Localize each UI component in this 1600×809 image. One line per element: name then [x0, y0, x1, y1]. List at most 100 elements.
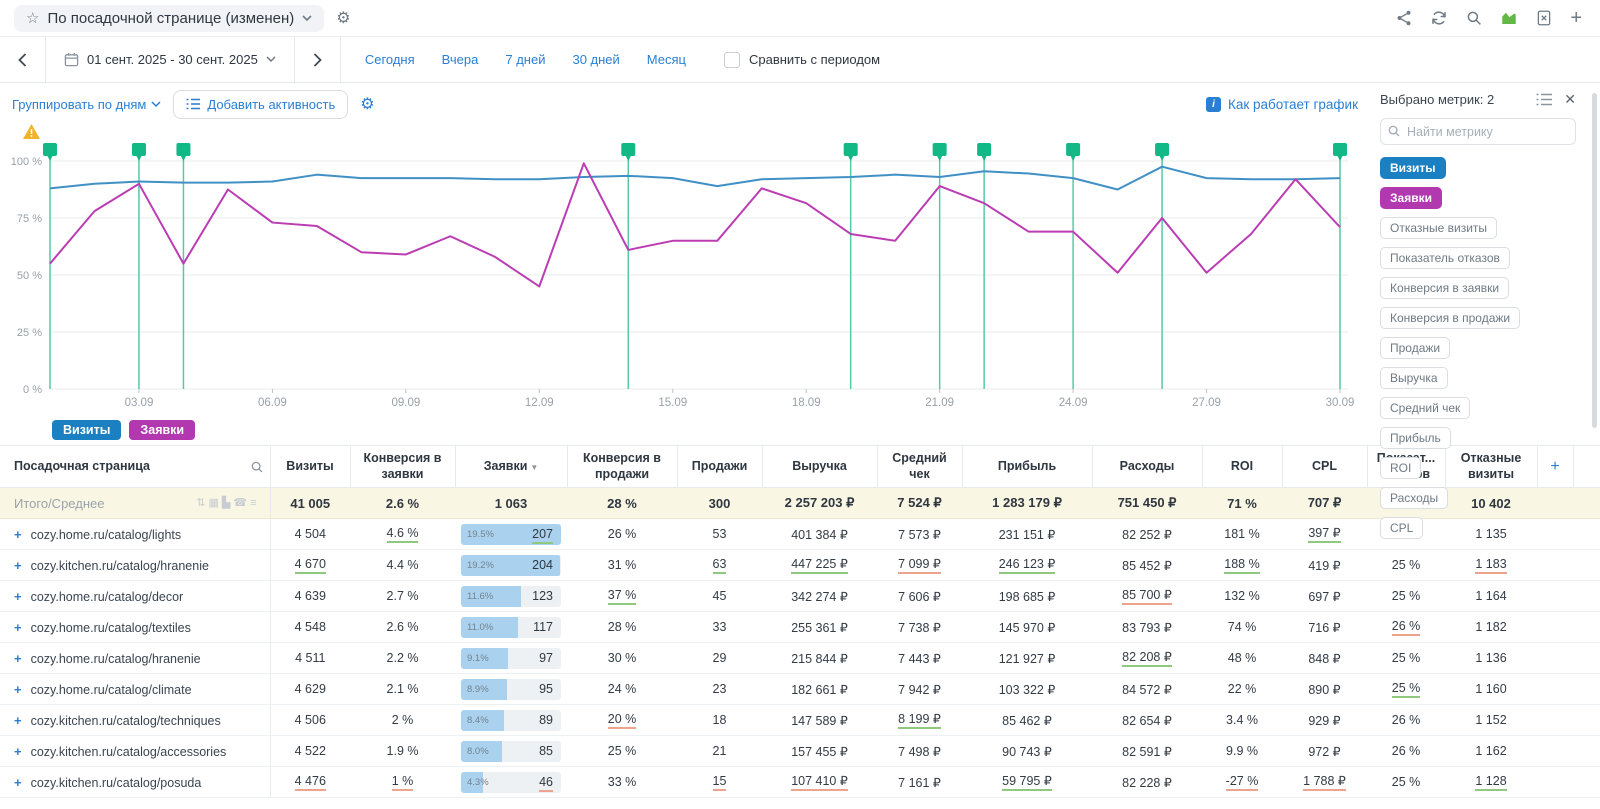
cell-value[interactable]: 59 795 ₽ — [1002, 773, 1052, 791]
refresh-icon[interactable] — [1430, 9, 1448, 27]
landing-page-cell[interactable]: +cozy.kitchen.ru/catalog/techniques — [0, 705, 270, 736]
excel-export-icon[interactable] — [1535, 9, 1553, 27]
grid-icon[interactable]: ▦ — [209, 497, 222, 509]
cell-value[interactable]: 25 % — [1392, 681, 1421, 698]
column-header-7[interactable]: Средний чек — [877, 446, 962, 488]
cell-value[interactable]: -27 % — [1226, 774, 1259, 791]
cell-value[interactable]: 1 % — [392, 774, 414, 791]
prev-period-button[interactable] — [0, 37, 46, 82]
next-period-button[interactable] — [295, 37, 341, 82]
cell-value[interactable]: 85 700 ₽ — [1122, 587, 1172, 605]
landing-page-url[interactable]: cozy.home.ru/catalog/climate — [31, 683, 192, 697]
landing-page-url[interactable]: cozy.kitchen.ru/catalog/accessories — [31, 745, 227, 759]
metric-chip-12[interactable]: CPL — [1380, 517, 1423, 539]
cell-value[interactable]: 82 208 ₽ — [1122, 649, 1172, 667]
event-marker[interactable] — [132, 143, 146, 156]
cell-value[interactable]: 107 410 ₽ — [791, 773, 848, 791]
landing-page-url[interactable]: cozy.home.ru/catalog/decor — [31, 590, 184, 604]
landing-page-cell[interactable]: + cozy.home.ru/catalog/textiles — [0, 612, 270, 643]
cell-value[interactable]: 188 % — [1224, 557, 1259, 574]
metric-chip-8[interactable]: Средний чек — [1380, 397, 1470, 419]
report-settings-gear-icon[interactable]: ⚙ — [336, 8, 350, 28]
list-icon[interactable]: ≡ — [250, 497, 259, 509]
group-by-dropdown[interactable]: Группировать по дням — [12, 97, 161, 112]
expand-row-icon[interactable]: + — [14, 682, 22, 697]
metric-chip-4[interactable]: Конверсия в заявки — [1380, 277, 1509, 299]
cell-value[interactable]: 1 183 — [1475, 557, 1506, 574]
date-range-selector[interactable]: 01 сент. 2025 - 30 сент. 2025 — [46, 37, 295, 82]
add-report-icon[interactable]: + — [1570, 9, 1582, 27]
metric-chip-11[interactable]: Расходы — [1380, 487, 1448, 509]
metric-chip-3[interactable]: Показатель отказов — [1380, 247, 1510, 269]
column-header-0[interactable]: Посадочная страница — [0, 446, 270, 488]
expand-row-icon[interactable]: + — [14, 713, 22, 728]
chart-icon[interactable]: ▙ — [222, 497, 233, 509]
search-icon[interactable] — [1465, 9, 1483, 27]
cell-value[interactable]: 63 — [713, 557, 727, 574]
close-panel-icon[interactable]: ✕ — [1564, 91, 1576, 108]
expand-row-icon[interactable]: + — [14, 775, 22, 790]
quick-link-4[interactable]: Месяц — [647, 52, 686, 67]
landing-page-url[interactable]: cozy.kitchen.ru/catalog/hranenie — [31, 559, 209, 573]
panel-scrollbar[interactable] — [1592, 93, 1597, 428]
landing-page-cell[interactable]: +cozy.home.ru/catalog/hranenie — [0, 643, 270, 674]
cell-value[interactable]: 7 099 ₽ — [898, 556, 941, 574]
event-marker[interactable] — [977, 143, 991, 156]
add-activity-button[interactable]: Добавить активность — [173, 90, 348, 119]
metrics-list-icon[interactable] — [1536, 93, 1552, 106]
event-marker[interactable] — [1066, 143, 1080, 156]
chart-view-icon[interactable] — [1500, 9, 1518, 27]
event-marker[interactable] — [43, 143, 57, 156]
compare-period-checkbox[interactable] — [724, 52, 740, 68]
cell-value[interactable]: 26 % — [1392, 619, 1421, 636]
cell-value[interactable]: 37 % — [608, 588, 637, 605]
cell-value[interactable]: 397 ₽ — [1308, 525, 1340, 543]
landing-page-cell[interactable]: +cozy.kitchen.ru/catalog/hranenie — [0, 550, 270, 581]
event-marker[interactable] — [844, 143, 858, 156]
cell-value[interactable]: 1 788 ₽ — [1303, 773, 1346, 791]
metric-chip-10[interactable]: ROI — [1380, 457, 1421, 479]
expand-row-icon[interactable]: + — [14, 620, 22, 635]
metric-chip-2[interactable]: Отказные визиты — [1380, 217, 1497, 239]
expand-row-icon[interactable]: + — [14, 651, 22, 666]
legend-chip-0[interactable]: Визиты — [52, 420, 121, 440]
cell-value[interactable]: 4.6 % — [387, 526, 419, 543]
event-marker[interactable] — [1155, 143, 1169, 156]
quick-link-2[interactable]: 7 дней — [505, 52, 545, 67]
share-icon[interactable] — [1395, 9, 1413, 27]
metric-chip-9[interactable]: Прибыль — [1380, 427, 1451, 449]
report-title-dropdown[interactable]: ☆ По посадочной странице (изменен) — [14, 5, 324, 32]
landing-page-url[interactable]: cozy.kitchen.ru/catalog/posuda — [31, 776, 202, 790]
cell-value[interactable]: 4 670 — [295, 557, 326, 574]
column-header-10[interactable]: ROI — [1202, 446, 1282, 488]
event-marker[interactable] — [1333, 143, 1347, 156]
warning-icon[interactable] — [22, 123, 41, 140]
landing-page-url[interactable]: cozy.home.ru/catalog/textiles — [31, 621, 191, 635]
expand-row-icon[interactable]: + — [14, 744, 22, 759]
metric-chip-7[interactable]: Выручка — [1380, 367, 1448, 389]
landing-page-cell[interactable]: +cozy.home.ru/catalog/decor — [0, 581, 270, 612]
event-marker[interactable] — [933, 143, 947, 156]
metric-chip-0[interactable]: Визиты — [1380, 157, 1446, 179]
cell-value[interactable]: 246 123 ₽ — [999, 556, 1056, 574]
column-header-4[interactable]: Конверсия в продажи — [567, 446, 677, 488]
landing-page-cell[interactable]: + cozy.kitchen.ru/catalog/accessories — [0, 736, 270, 767]
landing-page-url[interactable]: cozy.home.ru/catalog/lights — [31, 528, 182, 542]
event-marker[interactable] — [176, 143, 190, 156]
how-it-works-link[interactable]: i Как работает график — [1206, 97, 1358, 112]
column-header-3[interactable]: Заявки▼ — [455, 446, 567, 488]
metric-chip-6[interactable]: Продажи — [1380, 337, 1450, 359]
quick-link-0[interactable]: Сегодня — [365, 52, 415, 67]
cell-value[interactable]: 1 128 — [1475, 774, 1506, 791]
legend-chip-1[interactable]: Заявки — [129, 420, 195, 440]
expand-row-icon[interactable]: + — [14, 527, 22, 542]
cell-value[interactable]: 4 476 — [295, 774, 326, 791]
leads-value[interactable]: 46 — [539, 775, 553, 792]
column-header-2[interactable]: Конверсия в заявки — [350, 446, 455, 488]
cell-value[interactable]: 8 199 ₽ — [898, 711, 941, 729]
landing-page-cell[interactable]: + cozy.home.ru/catalog/lights — [0, 519, 270, 550]
chart-settings-gear-icon[interactable]: ⚙ — [360, 94, 374, 114]
column-header-6[interactable]: Выручка — [762, 446, 877, 488]
column-header-9[interactable]: Расходы — [1092, 446, 1202, 488]
quick-link-1[interactable]: Вчера — [442, 52, 479, 67]
